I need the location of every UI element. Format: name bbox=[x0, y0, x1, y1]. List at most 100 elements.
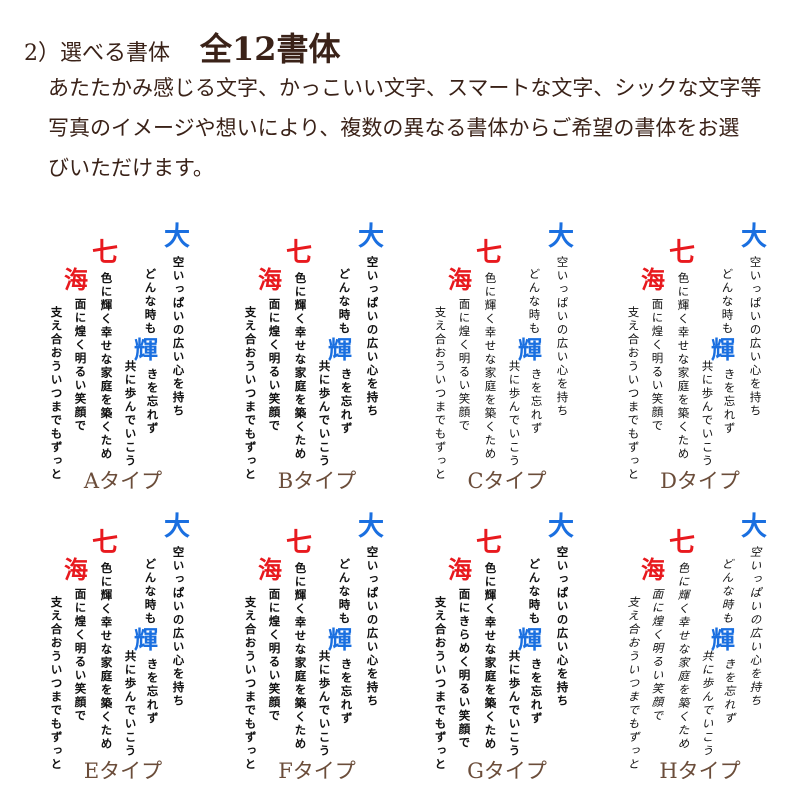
accent-char-dai: 大 bbox=[741, 222, 768, 252]
poem-line: きを忘れず bbox=[145, 658, 160, 726]
accent-char-umi: 海 bbox=[448, 266, 472, 294]
poem-line: 支え合おういつまでもずっと bbox=[243, 596, 258, 772]
poem-line: 色に輝く幸せな家庭を築くため bbox=[483, 562, 498, 751]
accent-char-dai: 大 bbox=[358, 512, 385, 542]
poem-line: 面に煌く明るい笑顔で bbox=[73, 298, 88, 433]
accent-char-ki: 輝 bbox=[711, 626, 735, 654]
poem-line: 色に輝く幸せな家庭を築くため bbox=[293, 562, 308, 751]
font-sample-card-f[interactable]: 大 空いっぱいの広い心を持ち 七 色に輝く幸せな家庭を築くため どんな時も 輝 … bbox=[222, 500, 412, 790]
poem-line: 空いっぱいの広い心を持ち bbox=[748, 256, 763, 418]
poem-line: どんな時も bbox=[720, 268, 735, 336]
poem-line: 支え合おういつまでもずっと bbox=[626, 306, 641, 482]
poem-sample: 大 空いっぱいの広い心を持ち 七 色に輝く幸せな家庭を築くため どんな時も 輝 … bbox=[28, 500, 218, 772]
poem-line: 色に輝く幸せな家庭を築くため bbox=[676, 272, 691, 461]
poem-line: 空いっぱいの広い心を持ち bbox=[748, 546, 763, 708]
poem-line: どんな時も bbox=[527, 558, 542, 626]
accent-char-umi: 海 bbox=[64, 556, 88, 584]
font-type-label: Aタイプ bbox=[83, 469, 163, 493]
accent-char-dai: 大 bbox=[164, 222, 191, 252]
poem-line: 支え合おういつまでもずっと bbox=[49, 306, 64, 482]
poem-line: 支え合おういつまでもずっと bbox=[243, 306, 258, 482]
poem-line: 支え合おういつまでもずっと bbox=[433, 596, 448, 772]
poem-line: きを忘れず bbox=[529, 658, 544, 726]
poem-line: 空いっぱいの広い心を持ち bbox=[555, 546, 570, 708]
accent-char-dai: 大 bbox=[164, 512, 191, 542]
poem-line: 共に歩んでいこう bbox=[123, 650, 138, 758]
font-type-label: Hタイプ bbox=[659, 759, 741, 783]
poem-sample: 大 空いっぱいの広い心を持ち 七 色に輝く幸せな家庭を築くため どんな時も 輝 … bbox=[412, 500, 602, 772]
accent-char-dai: 大 bbox=[741, 512, 768, 542]
poem-line: 面にきらめく明るい笑顔で bbox=[457, 588, 472, 750]
poem-line: 空いっぱいの広い心を持ち bbox=[171, 546, 186, 708]
accent-char-ki: 輝 bbox=[518, 626, 542, 654]
font-sample-card-a[interactable]: 大 空いっぱいの広い心を持ち 七 色に輝く幸せな家庭を築くため どんな時も 輝 … bbox=[28, 210, 218, 500]
font-sample-card-d[interactable]: 大 空いっぱいの広い心を持ち 七 色に輝く幸せな家庭を築くため どんな時も 輝 … bbox=[605, 210, 795, 500]
font-sample-card-e[interactable]: 大 空いっぱいの広い心を持ち 七 色に輝く幸せな家庭を築くため どんな時も 輝 … bbox=[28, 500, 218, 790]
accent-char-nana: 七 bbox=[286, 238, 313, 268]
poem-line: 色に輝く幸せな家庭を築くため bbox=[676, 562, 691, 751]
accent-char-dai: 大 bbox=[358, 222, 385, 252]
accent-char-dai: 大 bbox=[548, 512, 575, 542]
poem-line: 共に歩んでいこう bbox=[123, 360, 138, 468]
poem-line: 面に煌く明るい笑顔で bbox=[267, 588, 282, 723]
poem-line: きを忘れず bbox=[339, 368, 354, 436]
poem-line: きを忘れず bbox=[722, 368, 737, 436]
font-sample-card-h[interactable]: 大 空いっぱいの広い心を持ち 七 色に輝く幸せな家庭を築くため どんな時も 輝 … bbox=[605, 500, 795, 790]
poem-line: きを忘れず bbox=[529, 368, 544, 436]
poem-line: 色に輝く幸せな家庭を築くため bbox=[293, 272, 308, 461]
accent-char-umi: 海 bbox=[258, 266, 282, 294]
poem-line: 色に輝く幸せな家庭を築くため bbox=[99, 272, 114, 461]
font-type-label: Eタイプ bbox=[83, 759, 163, 783]
accent-char-dai: 大 bbox=[548, 222, 575, 252]
accent-char-nana: 七 bbox=[476, 238, 503, 268]
accent-char-nana: 七 bbox=[92, 238, 119, 268]
poem-line: 空いっぱいの広い心を持ち bbox=[365, 256, 380, 418]
description-line: あたたかみ感じる文字、かっこいい文字、スマートな文字、シックな文字等 bbox=[48, 76, 762, 100]
poem-line: どんな時も bbox=[527, 268, 542, 336]
description-line: びいただけます。 bbox=[48, 156, 214, 180]
poem-sample: 大 空いっぱいの広い心を持ち 七 色に輝く幸せな家庭を築くため どんな時も 輝 … bbox=[28, 210, 218, 482]
font-type-label: Gタイプ bbox=[467, 759, 547, 783]
accent-char-umi: 海 bbox=[258, 556, 282, 584]
poem-line: どんな時も bbox=[143, 268, 158, 336]
accent-char-ki: 輝 bbox=[134, 626, 158, 654]
poem-line: 面に煌く明るい笑顔で bbox=[457, 298, 472, 433]
poem-line: 色に輝く幸せな家庭を築くため bbox=[99, 562, 114, 751]
poem-line: 共に歩んでいこう bbox=[507, 650, 522, 758]
accent-char-nana: 七 bbox=[286, 528, 313, 558]
poem-line: 共に歩んでいこう bbox=[317, 650, 332, 758]
accent-char-nana: 七 bbox=[669, 528, 696, 558]
section-subtitle: 2）選べる書体 bbox=[24, 41, 170, 66]
accent-char-nana: 七 bbox=[92, 528, 119, 558]
accent-char-nana: 七 bbox=[476, 528, 503, 558]
poem-line: 空いっぱいの広い心を持ち bbox=[171, 256, 186, 418]
font-type-label: Cタイプ bbox=[467, 469, 547, 493]
section-heading: 2）選べる書体 全12書体 bbox=[24, 24, 341, 70]
poem-line: 面に煌く明るい笑顔で bbox=[650, 588, 665, 723]
poem-line: 面に煌く明るい笑顔で bbox=[73, 588, 88, 723]
poem-sample: 大 空いっぱいの広い心を持ち 七 色に輝く幸せな家庭を築くため どんな時も 輝 … bbox=[222, 210, 412, 482]
poem-sample: 大 空いっぱいの広い心を持ち 七 色に輝く幸せな家庭を築くため どんな時も 輝 … bbox=[605, 210, 795, 482]
accent-char-ki: 輝 bbox=[134, 336, 158, 364]
accent-char-umi: 海 bbox=[64, 266, 88, 294]
poem-line: 面に煌く明るい笑顔で bbox=[650, 298, 665, 433]
font-sample-card-g[interactable]: 大 空いっぱいの広い心を持ち 七 色に輝く幸せな家庭を築くため どんな時も 輝 … bbox=[412, 500, 602, 790]
poem-line: 共に歩んでいこう bbox=[317, 360, 332, 468]
font-type-label: Dタイプ bbox=[660, 469, 740, 493]
poem-sample: 大 空いっぱいの広い心を持ち 七 色に輝く幸せな家庭を築くため どんな時も 輝 … bbox=[412, 210, 602, 482]
poem-line: 面に煌く明るい笑顔で bbox=[267, 298, 282, 433]
poem-line: どんな時も bbox=[337, 268, 352, 336]
poem-line: どんな時も bbox=[337, 558, 352, 626]
poem-line: どんな時も bbox=[720, 558, 735, 626]
poem-line: 空いっぱいの広い心を持ち bbox=[365, 546, 380, 708]
font-type-label: Fタイプ bbox=[278, 759, 356, 783]
poem-line: 支え合おういつまでもずっと bbox=[433, 306, 448, 482]
font-sample-card-b[interactable]: 大 空いっぱいの広い心を持ち 七 色に輝く幸せな家庭を築くため どんな時も 輝 … bbox=[222, 210, 412, 500]
accent-char-ki: 輝 bbox=[518, 336, 542, 364]
font-sample-card-c[interactable]: 大 空いっぱいの広い心を持ち 七 色に輝く幸せな家庭を築くため どんな時も 輝 … bbox=[412, 210, 602, 500]
description-line: 写真のイメージや想いにより、複数の異なる書体からご希望の書体をお選 bbox=[48, 116, 740, 140]
poem-sample: 大 空いっぱいの広い心を持ち 七 色に輝く幸せな家庭を築くため どんな時も 輝 … bbox=[605, 500, 795, 772]
poem-line: 共に歩んでいこう bbox=[507, 360, 522, 468]
accent-char-umi: 海 bbox=[641, 266, 665, 294]
poem-line: きを忘れず bbox=[339, 658, 354, 726]
